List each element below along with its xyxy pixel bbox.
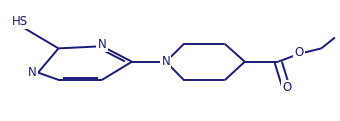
Text: O: O	[294, 46, 304, 59]
Text: HS: HS	[12, 15, 28, 28]
Text: N: N	[28, 66, 36, 79]
Text: N: N	[162, 55, 170, 68]
Text: N: N	[98, 38, 106, 51]
Text: O: O	[283, 81, 292, 94]
